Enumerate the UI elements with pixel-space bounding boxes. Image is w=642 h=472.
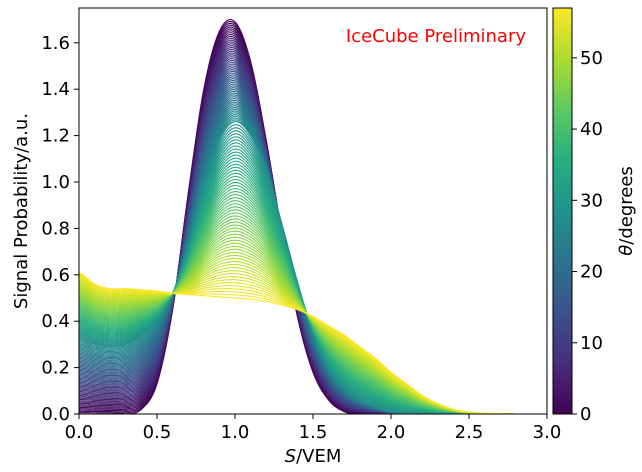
- y-tick-label: 0.4: [41, 311, 70, 332]
- x-tick-label: 3.0: [533, 422, 562, 443]
- colorbar-label-italic: θ: [616, 245, 637, 256]
- signal-curve: [79, 271, 547, 414]
- colorbar: [552, 7, 573, 415]
- x-tick-label: 2.0: [377, 422, 406, 443]
- colorbar-tick-label: 30: [580, 190, 603, 211]
- signal-curves: [79, 19, 547, 414]
- y-tick-label: 1.6: [41, 33, 70, 54]
- y-tick-label: 0.6: [41, 265, 70, 286]
- x-tick-label: 1.0: [221, 422, 250, 443]
- x-axis-label: S/VEM: [285, 446, 342, 467]
- colorbar-ticks: 0 10 20 30 40 50: [572, 48, 603, 425]
- y-axis-label: Signal Probability/a.u.: [11, 113, 32, 309]
- x-tick-label: 2.5: [455, 422, 484, 443]
- y-tick-label: 0.2: [41, 358, 70, 379]
- y-tick-label: 0.8: [41, 218, 70, 239]
- colorbar-tick-label: 50: [580, 48, 603, 69]
- colorbar-tick-label: 40: [580, 119, 603, 140]
- colorbar-tick-label: 20: [580, 262, 603, 283]
- x-axis-ticks: 0.0 0.5 1.0 1.5 2.0 2.5 3.0: [65, 414, 562, 443]
- y-tick-label: 1.0: [41, 172, 70, 193]
- y-tick-label: 1.4: [41, 79, 70, 100]
- colorbar-tick-label: 10: [580, 333, 603, 354]
- colorbar-tick-label: 0: [580, 404, 591, 425]
- y-axis-ticks: 0.0 0.2 0.4 0.6 0.8 1.0 1.2 1.4 1.6: [41, 33, 79, 425]
- colorbar-label-rest: /degrees: [616, 166, 637, 245]
- x-axis-label-rest: /VEM: [296, 446, 341, 467]
- y-tick-label: 1.2: [41, 126, 70, 147]
- x-tick-label: 0.0: [65, 422, 94, 443]
- annotation-text: IceCube Preliminary: [346, 26, 526, 47]
- y-tick-label: 0.0: [41, 404, 70, 425]
- colorbar-label: θ/degrees: [616, 166, 637, 256]
- x-axis-label-italic: S: [285, 446, 296, 467]
- x-tick-label: 0.5: [143, 422, 172, 443]
- x-tick-label: 1.5: [299, 422, 328, 443]
